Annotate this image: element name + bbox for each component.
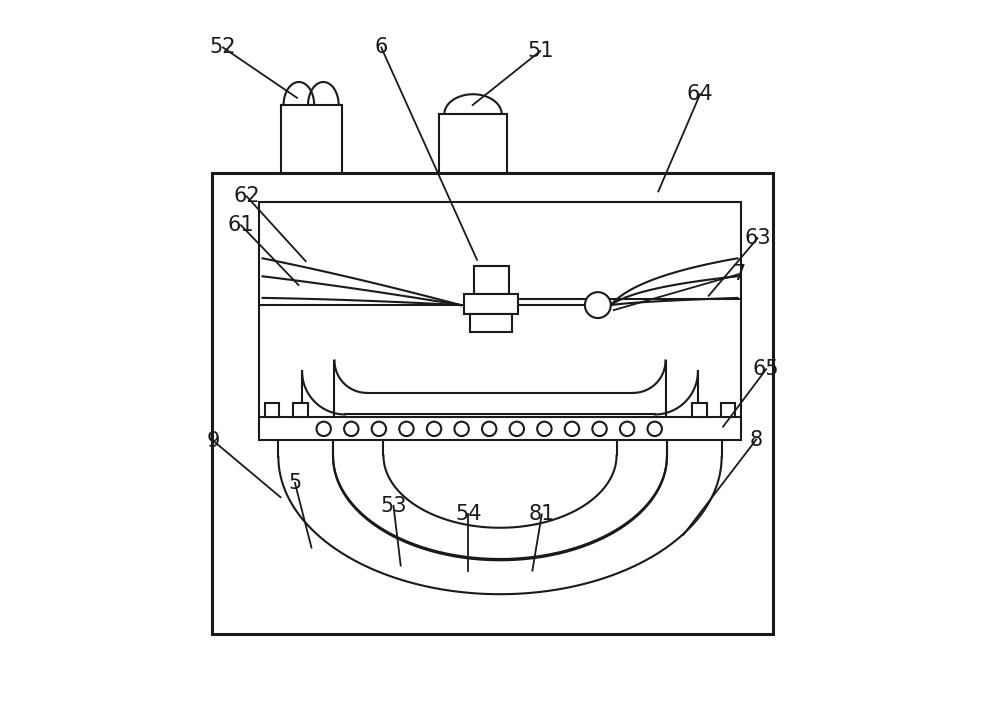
Circle shape xyxy=(454,422,469,436)
Text: 62: 62 xyxy=(233,187,260,206)
Text: 6: 6 xyxy=(375,37,388,58)
Bar xyxy=(721,403,735,417)
Circle shape xyxy=(592,422,607,436)
Text: 63: 63 xyxy=(744,228,771,248)
Circle shape xyxy=(482,422,496,436)
Circle shape xyxy=(316,422,331,436)
Bar xyxy=(692,403,707,417)
Text: 53: 53 xyxy=(380,496,407,516)
Circle shape xyxy=(620,422,634,436)
Bar xyxy=(464,293,518,314)
Circle shape xyxy=(648,422,662,436)
Circle shape xyxy=(344,422,358,436)
Text: 64: 64 xyxy=(687,84,713,105)
Text: 61: 61 xyxy=(228,215,254,235)
Text: 65: 65 xyxy=(753,359,780,379)
Text: 8: 8 xyxy=(750,430,763,450)
Bar xyxy=(293,403,308,417)
Text: 51: 51 xyxy=(527,41,554,61)
Text: 5: 5 xyxy=(288,473,302,493)
Bar xyxy=(212,174,773,634)
Circle shape xyxy=(427,422,441,436)
Bar xyxy=(265,403,279,417)
Text: 52: 52 xyxy=(210,37,236,58)
Bar xyxy=(470,314,512,332)
Circle shape xyxy=(372,422,386,436)
Bar xyxy=(439,115,507,174)
Circle shape xyxy=(585,292,611,318)
Circle shape xyxy=(510,422,524,436)
Text: 7: 7 xyxy=(732,264,746,284)
Circle shape xyxy=(399,422,414,436)
Text: 54: 54 xyxy=(455,505,482,524)
Bar xyxy=(281,105,342,174)
Text: 9: 9 xyxy=(207,431,220,451)
Bar xyxy=(259,202,741,433)
Text: 81: 81 xyxy=(529,505,555,524)
Bar xyxy=(259,417,741,441)
Circle shape xyxy=(537,422,552,436)
Bar xyxy=(474,266,509,293)
Circle shape xyxy=(565,422,579,436)
